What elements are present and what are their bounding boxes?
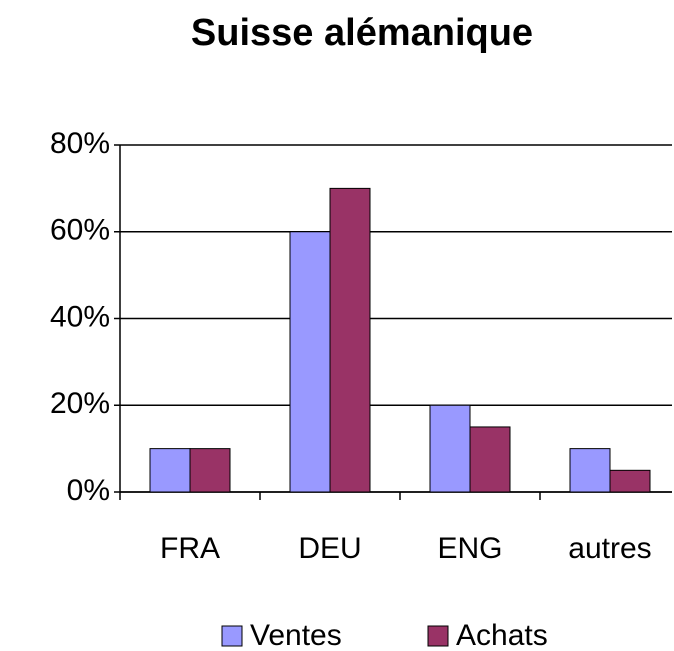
x-tick-label: FRA	[160, 532, 220, 565]
bar	[149, 448, 191, 493]
bar	[609, 469, 651, 493]
x-tick-label: ENG	[437, 532, 502, 565]
y-tick-label: 80%	[50, 127, 110, 160]
bar	[569, 448, 611, 493]
bar	[469, 426, 511, 493]
y-tick-label: 0%	[67, 474, 110, 507]
legend-label: Ventes	[250, 619, 342, 651]
legend-label: Achats	[456, 619, 548, 651]
bar	[429, 404, 471, 493]
x-tick-label: autres	[568, 532, 651, 565]
bar	[329, 187, 371, 493]
y-tick-label: 60%	[50, 214, 110, 247]
chart-title: Suisse alémanique	[191, 12, 533, 54]
x-tick-label: DEU	[298, 532, 361, 565]
bar	[189, 448, 231, 493]
bar	[289, 231, 331, 493]
y-tick-label: 20%	[50, 387, 110, 420]
legend-swatch	[427, 625, 449, 647]
legend-swatch	[221, 625, 243, 647]
y-tick-label: 40%	[50, 300, 110, 333]
